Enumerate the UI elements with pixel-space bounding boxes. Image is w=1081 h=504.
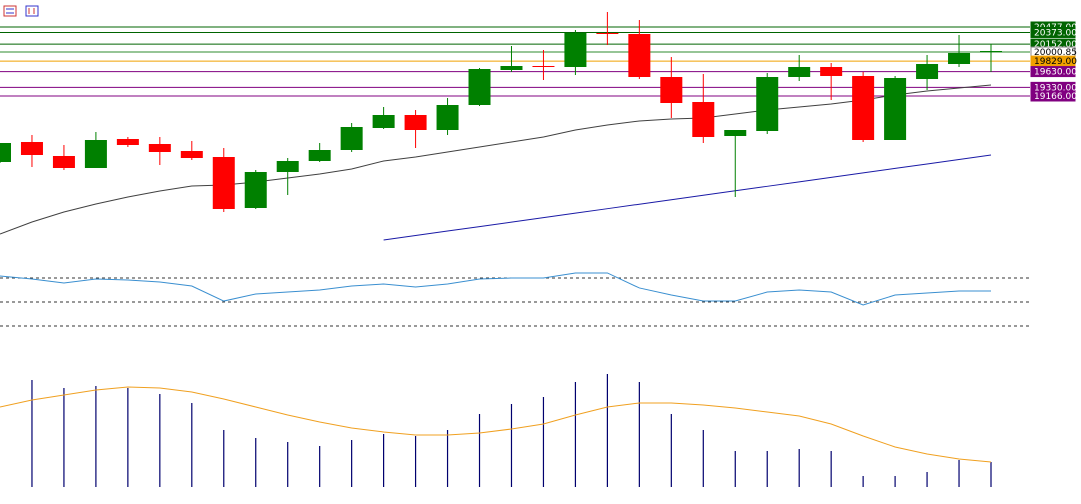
candle-body <box>564 33 587 67</box>
average-line <box>0 386 992 463</box>
icon <box>25 5 39 17</box>
toolbar-icons <box>3 5 39 17</box>
candle-body <box>52 156 75 168</box>
indicator-line <box>0 272 991 306</box>
level-label: 20000.85 <box>1034 48 1077 58</box>
candle-body <box>116 139 139 145</box>
candle-body <box>0 143 11 162</box>
candle-body <box>404 115 427 130</box>
level-label-box <box>1030 90 1076 102</box>
candle-body <box>660 77 683 103</box>
candle-body <box>532 66 555 67</box>
candle-body <box>756 77 779 131</box>
candle-body <box>468 69 491 105</box>
candle-body <box>276 161 299 172</box>
candle-body <box>916 64 939 79</box>
candle-body <box>884 78 907 140</box>
candle-body <box>308 150 331 161</box>
level-label: 20152.00 <box>1034 40 1077 50</box>
candle-body <box>820 67 843 76</box>
candle-body <box>788 67 811 77</box>
candle-body <box>372 115 395 128</box>
icon <box>3 5 17 17</box>
level-label: 19166.00 <box>1034 92 1077 102</box>
level-label-box <box>1030 26 1076 38</box>
candle-body <box>20 142 43 155</box>
level-label: 19829.00 <box>1034 57 1077 67</box>
candle-body <box>84 140 107 168</box>
candle-body <box>628 34 651 77</box>
candle-body <box>852 76 875 140</box>
candle-body <box>692 102 715 137</box>
candle-body <box>340 127 363 150</box>
level-label-box <box>1030 66 1076 78</box>
moving-average <box>0 84 992 235</box>
moving-average <box>383 154 992 241</box>
candle-body <box>180 151 203 158</box>
level-label: 20373.00 <box>1034 28 1077 38</box>
candle-body <box>148 144 171 152</box>
candle-body <box>436 105 459 130</box>
candle-body <box>500 66 523 70</box>
level-label: 19630.00 <box>1034 68 1077 78</box>
candle-body <box>724 130 747 136</box>
candle-body <box>596 33 619 34</box>
candle-body <box>948 53 971 64</box>
candle-body <box>244 172 267 208</box>
candle-body <box>212 157 235 209</box>
level-label: 19330.00 <box>1034 83 1077 93</box>
candle-body <box>980 51 1002 52</box>
